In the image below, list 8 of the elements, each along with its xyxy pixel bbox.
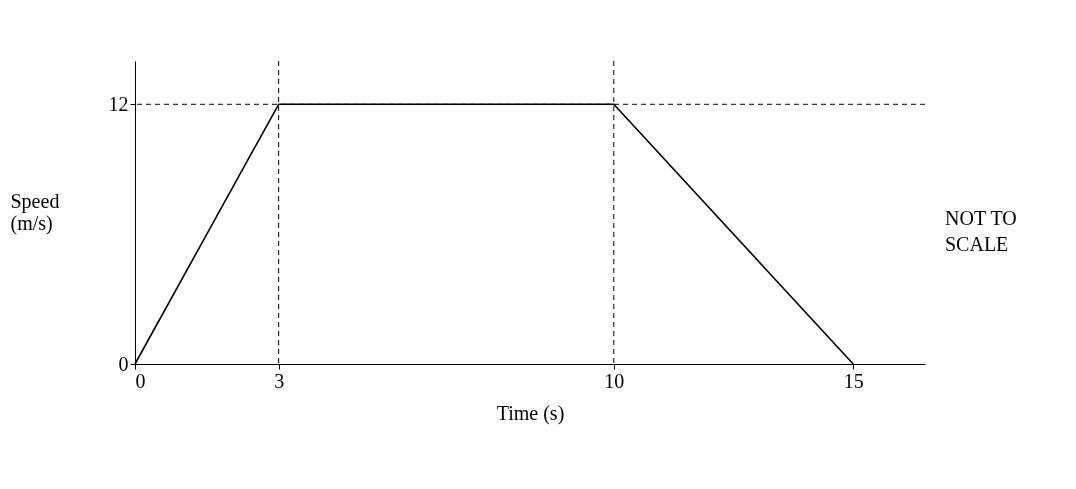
x-tick-label: 10 [604,369,625,392]
y-axis-title: Speed (m/s) [10,189,60,235]
text: NOT TO SCALE [945,206,1017,255]
x-tick-label: 0 [135,369,146,392]
x-axis-title: Time (s) [496,401,565,425]
x-tick-label: 3 [274,369,285,392]
x-tick-label: 15 [843,369,864,392]
y-tick-label: 12 [108,92,129,115]
